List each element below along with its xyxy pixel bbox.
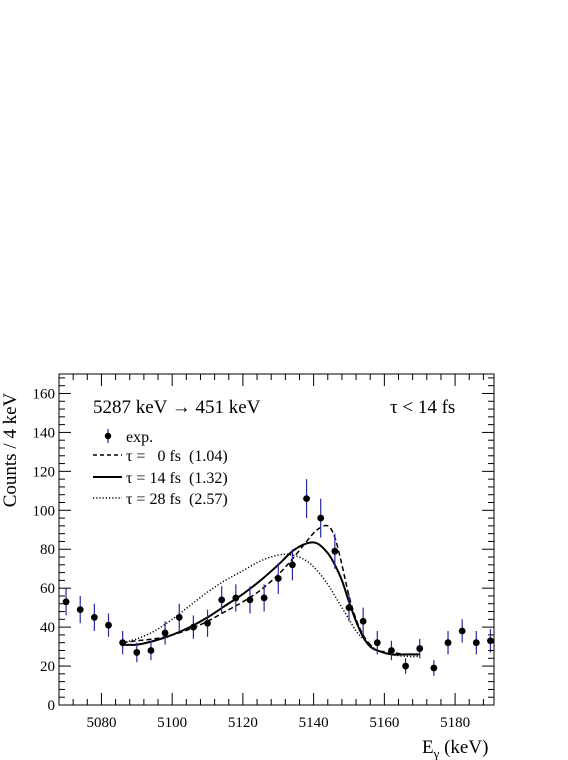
y-tick-label: 0 [48,698,56,714]
y-tick-label: 100 [33,503,56,519]
x-axis-label-unit: (keV) [439,737,488,758]
data-point [472,639,480,647]
y-axis-label: Counts / 4 keV [0,392,21,507]
axis-layer: 5080 5100 5120 5140 5160 5180 0 20 40 60 80 100 120 1… [33,374,494,731]
lifetime-annotation: τ < 14 fs [390,397,455,418]
y-tick-label: 60 [40,581,55,597]
data-point [289,561,296,569]
data-point [232,594,240,602]
y-tick-label: 120 [33,464,56,480]
y-tick-label: 160 [33,386,56,402]
x-axis-label-main: E [422,737,434,758]
legend-label-exp: exp. [126,429,153,446]
legend: exp. τ = 0 fs (1.04) τ = 14 fs (1.32) τ … [93,429,228,508]
data-point [76,606,84,613]
y-tick-label: 40 [40,620,55,636]
x-tick-label: 5180 [440,715,470,731]
legend-exp-marker [104,432,112,440]
data-point [373,639,381,647]
fit-curve-solid [122,541,420,656]
x-tick-label: 5160 [369,715,399,731]
data-point [331,547,339,555]
data-point [274,575,282,582]
legend-label-tau-14: τ = 14 fs (1.32) [126,470,228,487]
data-point [246,596,254,604]
x-tick-label: 5140 [299,715,329,731]
data-point [189,623,197,631]
data-point [105,621,112,629]
x-axis-label-subscript: γ [433,746,440,760]
plot-frame [58,373,495,706]
data-point [90,613,98,621]
data-point [260,594,268,602]
x-tick-label: 5080 [86,715,116,731]
data-point [133,649,141,656]
x-axis-label: Eγ (keV) [422,737,488,760]
data-point [345,604,353,612]
data-point [359,617,367,625]
legend-label-tau-28: τ = 28 fs (2.57) [126,491,228,508]
data-point [161,629,169,637]
y-tick-label: 140 [33,425,56,441]
data-point [458,627,466,635]
data-point [430,664,438,672]
fit-curve-dashed [122,524,420,656]
data-point [175,613,183,621]
x-tick-label: 5120 [228,715,258,731]
data-point [218,596,226,604]
y-tick-label: 20 [40,659,55,675]
chart-title: 5287 keV → 451 keV [93,397,261,418]
legend-label-tau-0: τ = 0 fs (1.04) [126,448,228,465]
data-point [119,639,127,647]
data-point [204,619,211,627]
data-point [388,647,395,654]
x-tick-label: 5100 [157,715,187,731]
data-layer [62,479,494,676]
data-point [147,647,155,654]
data-point [416,645,424,652]
y-tick-label: 80 [40,542,55,558]
data-point [303,495,310,503]
data-point [402,662,409,670]
data-point [317,514,325,522]
data-point [444,639,452,647]
